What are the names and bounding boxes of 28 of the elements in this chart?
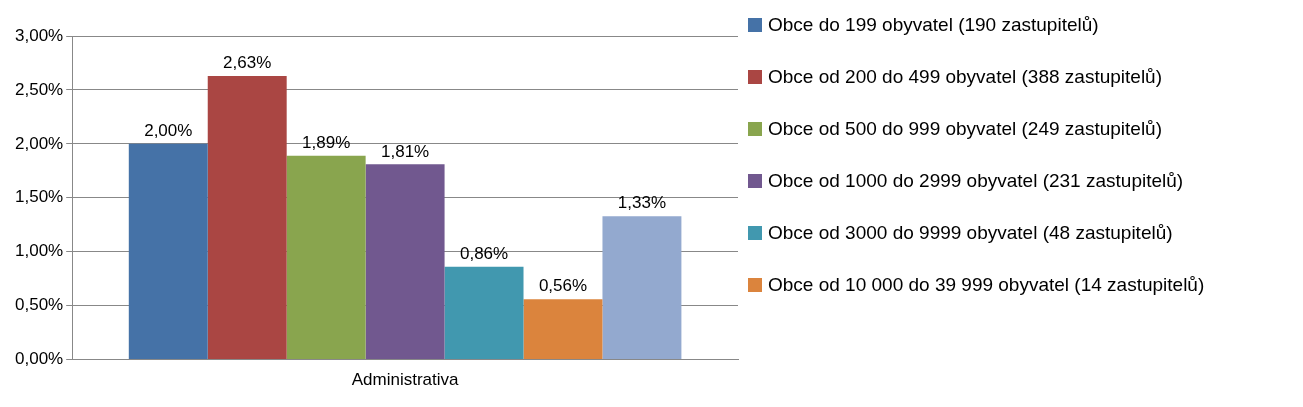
data-label: 1,33% <box>617 193 667 213</box>
data-label: 1,81% <box>381 141 430 161</box>
bar <box>365 164 445 360</box>
y-tick-label: 2,50% <box>15 79 64 99</box>
legend-label: Obce do 199 obyvatel (190 zastupitelů) <box>768 13 1099 37</box>
y-tick-label: 1,50% <box>15 187 64 207</box>
legend-label: Obce od 3000 do 9999 obyvatel (48 zastupitelů) <box>768 221 1173 245</box>
bar <box>523 299 603 360</box>
y-tick-label: 3,00% <box>15 25 64 45</box>
y-tick-label: 2,00% <box>15 133 64 153</box>
bar <box>128 143 208 360</box>
data-label: 2,63% <box>223 53 272 73</box>
y-tick-label: 0,50% <box>15 295 64 315</box>
y-tick-label: 0,00% <box>15 349 64 369</box>
bar <box>286 155 366 360</box>
legend-label: Obce od 500 do 999 obyvatel (249 zastupitelů) <box>768 117 1162 141</box>
bar <box>207 75 287 360</box>
bar <box>444 266 524 360</box>
data-label: 1,89% <box>302 132 351 152</box>
y-tick-label: 1,00% <box>15 241 64 261</box>
data-label: 0,86% <box>459 244 509 264</box>
data-label: 0,56% <box>538 276 588 296</box>
data-label: 2,00% <box>144 121 193 141</box>
legend-label: Obce od 200 do 499 obyvatel (388 zastupitelů) <box>768 65 1162 89</box>
bar <box>602 216 682 360</box>
legend-label: Obce od 10 000 do 39 999 obyvatel (14 zastupitelů) <box>768 273 1205 297</box>
legend-label: Obce od 1000 do 2999 obyvatel (231 zastupitelů) <box>768 169 1184 193</box>
x-tick-label: Administrativa <box>351 370 460 390</box>
